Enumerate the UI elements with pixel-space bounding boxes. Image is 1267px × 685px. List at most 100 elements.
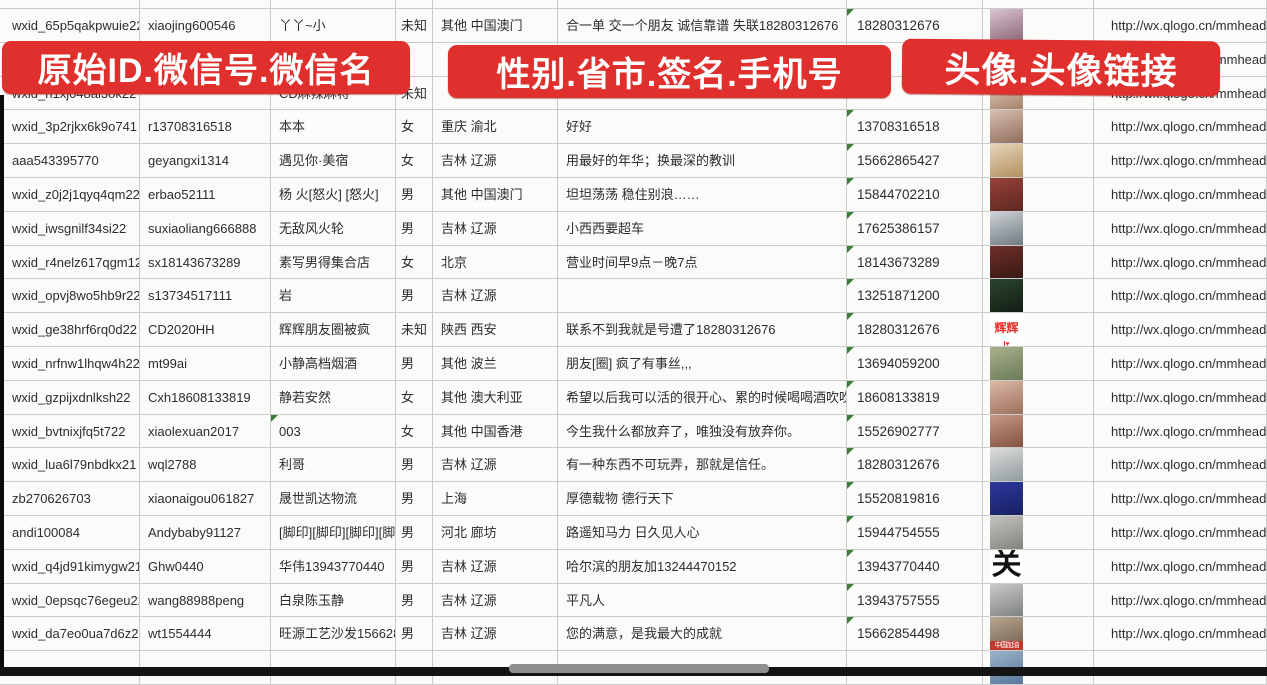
cell-avatar-url[interactable]: http://wx.qlogo.cn/mmhead (1094, 515, 1267, 550)
cell-gender[interactable]: 男 (396, 448, 433, 483)
cell-wechat-name[interactable]: 杨 火[怒火] [怒火] (271, 177, 396, 212)
cell-phone[interactable]: 15944754555 (847, 515, 983, 550)
cell-gender[interactable]: 男 (396, 617, 433, 652)
cell-gender[interactable]: 男 (396, 549, 433, 584)
cell-signature[interactable]: 营业时间早9点－晚7点 (558, 245, 847, 280)
cell-signature[interactable]: 哈尔滨的朋友加13244470152 (558, 549, 847, 584)
cell-avatar[interactable] (983, 482, 1094, 516)
cell-avatar-url[interactable]: http://wx.qlogo.cn/mmhead (1094, 144, 1267, 178)
cell-signature[interactable]: 您的满意，是我最大的成就 (558, 617, 847, 652)
cell-signature[interactable]: 合一单 交一个朋友 诚信靠谱 失联18280312676 (558, 9, 847, 43)
cell-region[interactable]: 陕西 西安 (433, 313, 558, 347)
cell-avatar-url[interactable]: http://wx.qlogo.cn/mmhead (1094, 380, 1267, 415)
cell-original-id[interactable]: wxid_opvj8wo5hb9r22 (4, 279, 140, 314)
cell-avatar[interactable] (983, 515, 1094, 550)
cell-region[interactable] (433, 0, 558, 9)
cell-region[interactable]: 吉林 辽源 (433, 211, 558, 246)
cell-region[interactable]: 吉林 辽源 (433, 549, 558, 584)
cell-avatar[interactable] (983, 110, 1094, 145)
cell-phone[interactable]: 18280312676 (847, 448, 983, 483)
cell-wechat-name[interactable]: 辉辉朋友圈被疯 (271, 313, 396, 347)
cell-original-id[interactable]: wxid_ge38hrf6rq0d22 (4, 313, 140, 347)
cell-signature[interactable]: 今生我什么都放弃了，唯独没有放弃你。 (558, 414, 847, 449)
cell-phone[interactable]: 13943757555 (847, 583, 983, 618)
cell-original-id[interactable]: wxid_iwsgnilf34si22 (4, 211, 140, 246)
cell-wechat-id[interactable]: xiaojing600546 (140, 9, 271, 43)
cell-avatar[interactable]: 关 (983, 549, 1094, 584)
cell-phone[interactable]: 15526902777 (847, 414, 983, 449)
cell-wechat-id[interactable]: wql2788 (140, 448, 271, 483)
cell-wechat-id[interactable]: xiaonaigou061827 (140, 482, 271, 516)
cell-wechat-id[interactable]: sx18143673289 (140, 245, 271, 280)
cell-avatar-url[interactable]: http://wx.qlogo.cn/mmhead (1094, 549, 1267, 584)
cell-gender[interactable]: 男 (396, 177, 433, 212)
cell-avatar[interactable] (983, 583, 1094, 618)
cell-region[interactable]: 上海 (433, 482, 558, 516)
cell-region[interactable]: 北京 (433, 245, 558, 280)
cell-avatar-url[interactable]: http://wx.qlogo.cn/mmhead (1094, 177, 1267, 212)
cell-avatar[interactable] (983, 245, 1094, 280)
cell-wechat-id[interactable]: suxiaoliang666888 (140, 211, 271, 246)
cell-region[interactable]: 吉林 辽源 (433, 583, 558, 618)
cell-wechat-name[interactable]: 素写男得集合店 (271, 245, 396, 280)
cell-region[interactable]: 河北 廊坊 (433, 515, 558, 550)
cell-signature[interactable]: 朋友[圈] 疯了有事丝,,, (558, 346, 847, 381)
cell-avatar[interactable] (983, 380, 1094, 415)
cell-region[interactable]: 其他 中国香港 (433, 414, 558, 449)
cell-signature[interactable]: 坦坦荡荡 稳住别浪…… (558, 177, 847, 212)
cell-signature[interactable]: 联系不到我就是号遭了18280312676 (558, 313, 847, 347)
cell-phone[interactable]: 15662854498 (847, 617, 983, 652)
cell-gender[interactable] (396, 0, 433, 9)
cell-original-id[interactable]: andi100084 (4, 515, 140, 550)
cell-wechat-name[interactable]: 静若安然 (271, 380, 396, 415)
cell-phone[interactable]: 13708316518 (847, 110, 983, 145)
cell-signature[interactable]: 好好 (558, 110, 847, 145)
video-progress-thumb[interactable] (509, 664, 769, 673)
cell-avatar[interactable]: 辉辉 I♥ (983, 313, 1094, 347)
cell-original-id[interactable]: wxid_nrfnw1lhqw4h22 (4, 346, 140, 381)
cell-wechat-name[interactable]: 白泉陈玉静 (271, 583, 396, 618)
cell-gender[interactable]: 男 (396, 346, 433, 381)
cell-wechat-id[interactable]: CD2020HH (140, 313, 271, 347)
cell-avatar[interactable] (983, 448, 1094, 483)
cell-phone[interactable]: 18608133819 (847, 380, 983, 415)
cell-avatar[interactable] (983, 9, 1094, 43)
cell-phone[interactable]: 18280312676 (847, 9, 983, 43)
cell-avatar[interactable] (983, 211, 1094, 246)
cell-wechat-id[interactable]: mt99ai (140, 346, 271, 381)
cell-wechat-id[interactable]: wang88988peng (140, 583, 271, 618)
cell-wechat-name[interactable]: 利哥 (271, 448, 396, 483)
cell-phone[interactable]: 13251871200 (847, 279, 983, 314)
cell-gender[interactable]: 女 (396, 110, 433, 145)
cell-original-id[interactable]: wxid_bvtnixjfq5t722 (4, 414, 140, 449)
cell-avatar-url[interactable]: http://wx.qlogo.cn/mmhead (1094, 583, 1267, 618)
cell-signature[interactable]: 路遥知马力 日久见人心 (558, 515, 847, 550)
cell-signature[interactable] (558, 0, 847, 9)
cell-avatar[interactable]: 中国加油 (983, 617, 1094, 652)
cell-signature[interactable]: 小西西要超车 (558, 211, 847, 246)
cell-gender[interactable]: 男 (396, 515, 433, 550)
cell-avatar[interactable] (983, 144, 1094, 178)
cell-gender[interactable]: 女 (396, 414, 433, 449)
cell-avatar[interactable] (983, 414, 1094, 449)
cell-wechat-id[interactable]: xiaolexuan2017 (140, 414, 271, 449)
cell-phone[interactable] (847, 0, 983, 9)
cell-phone[interactable]: 18143673289 (847, 245, 983, 280)
cell-gender[interactable]: 男 (396, 583, 433, 618)
cell-original-id[interactable]: aaa543395770 (4, 144, 140, 178)
cell-signature[interactable]: 有一种东西不可玩弄，那就是信任。 (558, 448, 847, 483)
cell-original-id[interactable]: wxid_gzpijxdnlksh22 (4, 380, 140, 415)
cell-avatar[interactable] (983, 346, 1094, 381)
cell-wechat-id[interactable]: wt1554444 (140, 617, 271, 652)
cell-signature[interactable]: 希望以后我可以活的很开心、累的时候喝喝酒吹吹[ (558, 380, 847, 415)
cell-wechat-id[interactable]: Cxh18608133819 (140, 380, 271, 415)
cell-original-id[interactable]: wxid_r4nelz617qgm12 (4, 245, 140, 280)
cell-wechat-name[interactable]: 旺源工艺沙发15662854 (271, 617, 396, 652)
cell-wechat-id[interactable]: Ghw0440 (140, 549, 271, 584)
cell-gender[interactable]: 女 (396, 380, 433, 415)
cell-region[interactable]: 其他 澳大利亚 (433, 380, 558, 415)
cell-avatar[interactable] (983, 279, 1094, 314)
cell-avatar-url[interactable] (1094, 0, 1267, 9)
cell-gender[interactable]: 男 (396, 482, 433, 516)
cell-wechat-name[interactable]: 无敌风火轮 (271, 211, 396, 246)
